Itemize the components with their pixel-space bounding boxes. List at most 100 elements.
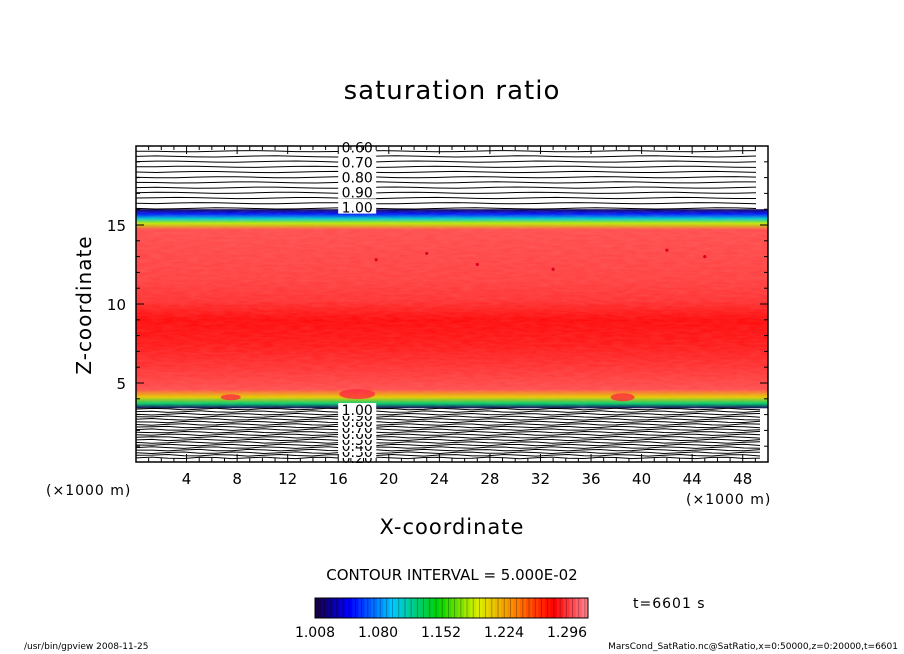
colorbar-cell [532,598,539,618]
field-spot [374,258,378,262]
upper-contour-line [135,170,757,174]
contour-label-bg [338,155,377,169]
x-tick-label: 24 [430,470,449,488]
x-tick-label: 4 [182,470,192,488]
colorbar-tick-label: 1.080 [358,625,398,641]
colorbar-cell [333,598,341,618]
y-tick-label: 5 [116,375,126,393]
contour-label-bg [338,200,377,214]
upper-contour-line [135,176,757,179]
x-tick-label: 12 [278,470,297,488]
colorbar-cell [569,598,577,618]
upper-contour-line [135,207,757,210]
colorbar-cell [370,598,378,618]
upper-contour-line [135,181,756,184]
lower-contour-line [135,417,761,421]
contour-label-bg [338,170,377,184]
lower-contour-line [135,425,761,429]
upper-contour-label: 0.70 [342,156,373,172]
colorbar-cell [476,598,484,618]
contour-lines [135,150,761,460]
lower-contour-line [135,438,761,442]
upper-contour-label: 1.00 [342,201,373,217]
x-axis-label: X-coordinate [379,515,525,539]
contour-label-bg [338,140,377,154]
field-spot [475,262,479,267]
lower-contour-line [135,428,761,431]
colorbar-cell [432,598,440,618]
x-tick-label: 44 [683,470,702,488]
x-tick-label: 32 [531,470,550,488]
colorbar-tick-label: 1.224 [484,625,524,641]
colorbar-frame [314,597,589,619]
lower-contour-line [135,420,761,424]
colorbar-cell [383,598,390,618]
y-tick-label: 15 [107,217,126,235]
colorbar-cell [482,598,490,618]
colorbar-cell [339,598,347,618]
upper-contour-line [135,196,756,200]
colorbar-cell [395,598,403,618]
lower-contour-line [135,441,761,444]
colorbar-cell [519,598,527,618]
field-blob [610,393,635,402]
colorbar-cell [457,598,465,618]
colorbar-cell [563,598,570,618]
lower-contour-line [135,446,761,449]
colorbar-cell [494,598,502,618]
colorbar-tick-label: 1.008 [295,625,335,641]
upper-contour-line [135,202,757,205]
contour-interval-label: CONTOUR INTERVAL = 5.000E-02 [326,566,578,584]
colorbar-cell [346,598,353,618]
upper-contour-line [135,160,757,163]
colorbar-cell [507,598,515,618]
colorbar-cell [451,598,459,618]
colorbar-cell [389,598,397,618]
colorbar: 1.008 1.080 1.152 1.224 1.296 [295,597,589,641]
colorbar-cell [315,598,322,618]
lower-contour-line [135,412,761,416]
colorbar-cell [439,598,446,618]
colorbar-cell [401,598,409,618]
colorbar-cell [327,598,335,618]
lower-contour-line [135,433,761,437]
field-spot [703,255,707,259]
field-spot [665,248,669,252]
upper-contour-line [136,150,757,153]
lower-contour-line [135,410,761,413]
lower-contour-line [135,451,761,455]
y-axis-ticks: 5 10 15 [107,161,768,447]
lower-contour-line [135,415,761,419]
x-unit-label-left: (×1000 m) [46,483,132,499]
field-texture [136,209,768,409]
lower-contour-line [135,456,761,460]
colorbar-cell [426,598,434,618]
colorbar-cell [581,598,589,618]
colorbar-tick-label: 1.152 [421,625,461,641]
upper-contour-line [135,191,757,194]
colorbar-cell [525,598,533,618]
upper-contour-line [135,186,757,189]
y-tick-label: 10 [107,296,126,314]
x-axis-ticks: 4 8 12 16 20 24 28 32 36 40 44 48 [148,146,756,488]
colorbar-cell [538,598,546,618]
colorbar-cell [550,598,558,618]
chart-title: saturation ratio [343,76,561,106]
colored-field [136,209,768,409]
contour-label-bg [338,185,377,199]
colorbar-cell [420,598,428,618]
x-tick-label: 20 [379,470,398,488]
lower-contour-line [135,423,761,426]
colorbar-cell [377,598,384,618]
upper-contour-line [135,165,757,168]
lower-contour-line [135,435,761,439]
x-tick-label: 48 [733,470,752,488]
field-blob [339,389,376,400]
colorbar-cell [513,598,521,618]
colorbar-cell [463,598,471,618]
contour-labels: 0.600.700.800.901.000.200.300.400.500.60… [338,140,377,467]
colorbar-cell [445,598,452,618]
colorbar-cell [364,598,372,618]
field-blob [220,394,241,401]
